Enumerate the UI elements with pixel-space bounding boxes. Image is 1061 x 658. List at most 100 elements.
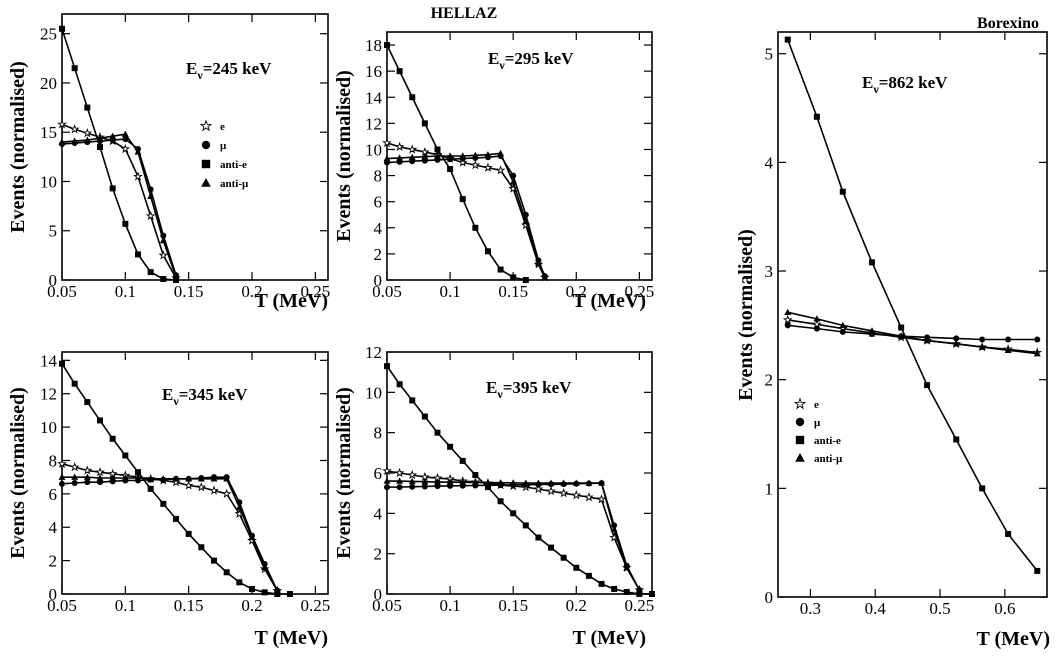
data-point-triangle — [121, 474, 129, 481]
data-point-triangle — [147, 475, 155, 482]
data-point-square — [147, 269, 154, 276]
y-tick-label: 1 — [765, 479, 774, 498]
data-point-square — [548, 544, 555, 551]
data-point-star — [221, 488, 232, 499]
y-axis-title: Events (normalised) — [7, 387, 29, 559]
legend-label: e — [814, 399, 819, 411]
data-point-square — [261, 589, 268, 596]
data-point-circle — [421, 483, 428, 490]
data-point-triangle — [471, 478, 479, 486]
data-point-star — [394, 141, 405, 152]
data-point-triangle — [610, 525, 618, 533]
y-tick-label: 0 — [49, 271, 58, 290]
data-point-star — [394, 467, 405, 478]
legend-marker-circle — [201, 140, 211, 150]
x-tick-label: 0.3 — [800, 599, 821, 618]
data-point-square — [384, 42, 390, 49]
series-line-triangle — [61, 133, 177, 278]
y-tick-label: 2 — [374, 545, 383, 564]
data-point-triangle — [185, 475, 193, 482]
data-point-triangle — [421, 478, 429, 485]
data-point-square — [84, 104, 91, 111]
data-point-star — [82, 465, 93, 475]
data-point-square — [813, 113, 820, 120]
data-point-square — [185, 530, 192, 537]
data-point-triangle — [408, 477, 416, 485]
data-point-triangle — [534, 259, 542, 266]
data-point-square — [97, 417, 103, 424]
data-point-square — [649, 591, 655, 597]
data-point-square — [122, 220, 129, 227]
data-point-star — [382, 137, 392, 148]
y-tick-label: 12 — [365, 343, 382, 362]
data-point-circle — [784, 322, 791, 329]
data-point-square — [274, 591, 281, 597]
series-line-square — [61, 28, 177, 281]
data-point-square — [84, 399, 91, 406]
data-point-square — [447, 166, 454, 173]
legend-label: anti-μ — [220, 178, 249, 190]
data-point-square — [109, 185, 116, 192]
series-line-circle — [61, 138, 177, 276]
data-point-circle — [59, 480, 65, 487]
data-point-triangle — [159, 236, 167, 244]
data-point-square — [560, 554, 567, 561]
y-tick-label: 4 — [765, 153, 774, 172]
data-point-square — [434, 146, 441, 153]
data-point-triangle — [210, 475, 218, 482]
plot-frame — [61, 351, 329, 595]
data-point-square — [135, 469, 141, 476]
data-point-square — [535, 534, 542, 541]
x-tick-label: 0.25 — [625, 596, 655, 615]
data-point-square — [409, 397, 416, 404]
energy-label: Eν=245 keV — [186, 59, 272, 82]
x-tick-label: 0.15 — [498, 282, 528, 301]
y-tick-label: 8 — [374, 424, 383, 443]
data-point-triangle — [459, 478, 467, 485]
data-point-triangle — [952, 340, 960, 347]
data-point-triangle — [813, 315, 821, 322]
data-point-square — [71, 65, 78, 72]
y-tick-label: 20 — [40, 74, 57, 93]
data-point-square — [510, 510, 517, 517]
data-point-square — [979, 485, 986, 492]
panel-862kev: 0.3 0.4 0.5 0.6 0 1 2 3 4 5 eμ anti-e anti-μ Eν=862 … — [735, 31, 1050, 650]
data-point-star — [57, 458, 67, 468]
x-tick-label: 0.2 — [241, 282, 262, 301]
data-point-square — [953, 436, 960, 443]
legend: eμ anti-e anti-μ — [199, 119, 249, 190]
x-tick-label: 0.6 — [994, 599, 1015, 618]
x-tick-label: 0.5 — [929, 599, 950, 618]
data-point-circle — [71, 480, 78, 487]
data-point-square — [421, 413, 428, 420]
y-tick-label: 25 — [40, 25, 57, 44]
data-point-star — [183, 480, 194, 490]
data-point-circle — [953, 335, 960, 342]
plot-area: 0.05 0.1 0.15 0.2 0.25 0 2 4 6 8 10 12 14 16 18 — [365, 32, 654, 301]
data-point-triangle — [71, 137, 79, 144]
data-point-triangle — [134, 148, 142, 155]
data-point-square — [484, 248, 491, 255]
data-point-triangle — [509, 479, 517, 486]
data-point-square — [147, 485, 154, 492]
data-point-triangle — [58, 138, 66, 145]
y-tick-label: 12 — [40, 385, 57, 404]
data-point-square — [396, 381, 403, 388]
data-point-triangle — [58, 473, 66, 480]
plot-area: 0.05 0.1 0.15 0.2 0.25 0 5 10 15 20 25 eμ anti-e anti… — [40, 14, 330, 301]
panel-345kev: 0.05 0.1 0.15 0.2 0.25 0 2 4 6 8 10 12 14 Eν=345 keV… — [7, 351, 330, 649]
panel-395kev: 0.05 0.1 0.15 0.2 0.25 0 2 4 6 8 10 12 Eν=395 keV T… — [333, 343, 655, 649]
data-point-star — [69, 462, 80, 472]
data-point-triangle — [273, 587, 281, 594]
data-point-square — [409, 94, 416, 101]
data-point-circle — [979, 336, 986, 343]
y-tick-label: 0 — [374, 585, 383, 604]
x-tick-label: 0.15 — [174, 596, 204, 615]
y-axis-title: Events (normalised) — [333, 70, 355, 242]
data-point-star — [382, 465, 392, 476]
hellaz-title: HELLAZ — [431, 5, 498, 22]
data-point-triangle — [522, 217, 530, 224]
data-point-triangle — [541, 273, 549, 281]
y-tick-label: 10 — [40, 172, 57, 191]
